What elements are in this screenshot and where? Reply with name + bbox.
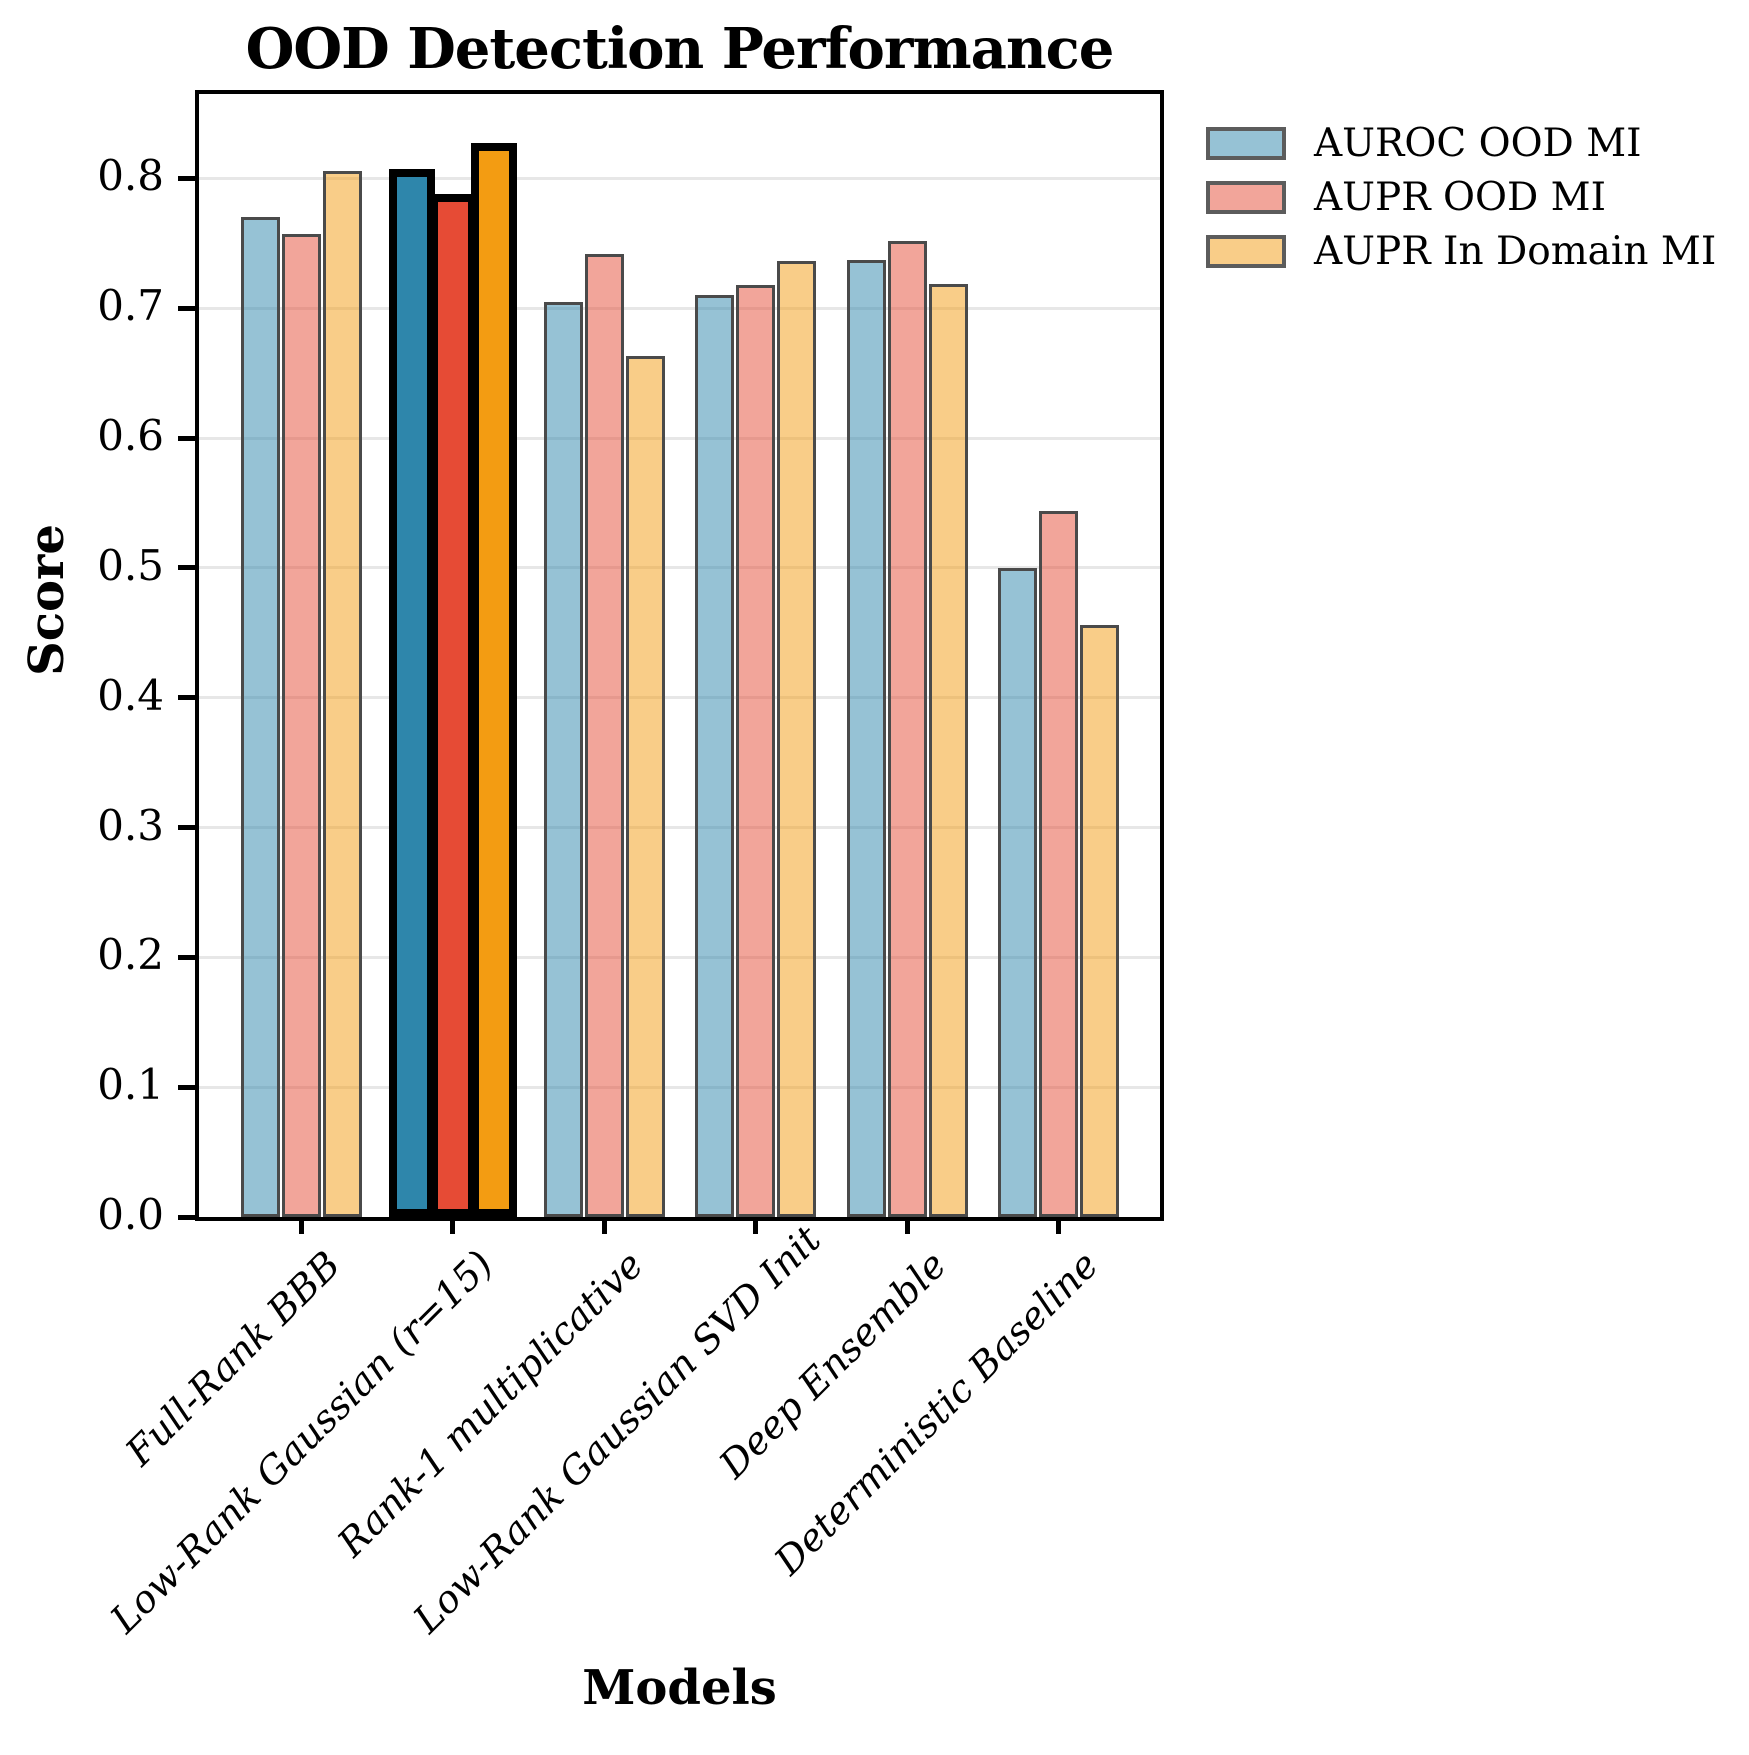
y-tick [178, 1214, 195, 1220]
bar-aupr-ood-mi-group6 [1039, 510, 1078, 1217]
gridline-0.8 [199, 176, 1160, 180]
gridline-0.7 [199, 306, 1160, 310]
y-tick [178, 435, 195, 441]
gridline-0.3 [199, 826, 1160, 829]
y-tick [178, 305, 195, 311]
y-tick [178, 825, 195, 830]
y-tick [178, 175, 195, 181]
y-tick-label: 0.0 [97, 1190, 164, 1239]
bar-auroc-ood-mi-group4 [695, 295, 734, 1217]
y-tick [178, 565, 195, 571]
bar-aupr-ood-mi-group4 [736, 284, 775, 1217]
legend: AUROC OOD MI AUPR OOD MI AUPR In Domain MI [1206, 116, 1716, 278]
gridline-0.4 [199, 696, 1160, 700]
legend-swatch-3 [1206, 234, 1286, 268]
bar-auroc-ood-mi-group5 [846, 260, 886, 1217]
gridline-0.5 [199, 566, 1160, 570]
legend-row: AUROC OOD MI [1206, 116, 1716, 170]
bar-auroc-ood-mi-group1 [240, 217, 280, 1217]
x-tick [601, 1217, 607, 1234]
x-tick [753, 1217, 758, 1234]
bar-aupr-in-domain-mi-group4 [777, 261, 816, 1217]
legend-label-1: AUROC OOD MI [1314, 120, 1642, 166]
y-tick-label: 0.3 [97, 800, 164, 850]
x-tick [1056, 1217, 1061, 1234]
gridline-0.1 [199, 1085, 1160, 1089]
x-axis-label: Models [582, 1660, 777, 1716]
legend-row: AUPR In Domain MI [1206, 224, 1716, 278]
bar-aupr-ood-mi-group1 [281, 234, 321, 1217]
bar-aupr-in-domain-mi-group2 [470, 143, 517, 1217]
y-tick [178, 695, 195, 701]
y-tick-label: 0.5 [97, 540, 164, 590]
x-tick [904, 1217, 910, 1234]
bar-aupr-in-domain-mi-group1 [322, 170, 362, 1217]
x-tick [450, 1217, 455, 1234]
legend-label-2: AUPR OOD MI [1314, 174, 1606, 220]
bar-aupr-in-domain-mi-group5 [928, 283, 968, 1217]
gridline-0.2 [199, 955, 1160, 959]
y-tick [178, 954, 195, 960]
bar-auroc-ood-mi-group3 [543, 301, 583, 1217]
y-tick-label: 0.8 [97, 151, 164, 201]
bar-auroc-ood-mi-group6 [998, 567, 1037, 1217]
legend-swatch-1 [1206, 126, 1286, 160]
legend-label-3: AUPR In Domain MI [1314, 228, 1717, 274]
y-tick-label: 0.7 [97, 281, 164, 331]
bar-auroc-ood-mi-group2 [388, 169, 435, 1217]
y-tick-label: 0.1 [97, 1060, 164, 1110]
bar-aupr-ood-mi-group5 [887, 240, 927, 1217]
legend-row: AUPR OOD MI [1206, 170, 1716, 224]
chart-title: OOD Detection Performance [245, 16, 1115, 82]
bar-aupr-ood-mi-group3 [584, 253, 624, 1217]
y-tick-label: 0.4 [97, 670, 164, 720]
x-tick [298, 1217, 304, 1234]
y-tick-label: 0.2 [97, 930, 164, 980]
y-tick [178, 1084, 195, 1090]
bar-aupr-in-domain-mi-group3 [625, 356, 665, 1217]
legend-swatch-2 [1206, 180, 1286, 214]
plot-area: 0.0 0.1 0.2 0.3 0.4 0.5 0.6 0.7 0.8 Full-Rank BB… [97, 90, 1164, 1641]
bar-aupr-in-domain-mi-group6 [1080, 624, 1119, 1217]
gridline-0.6 [199, 436, 1160, 440]
y-tick-label: 0.6 [97, 411, 164, 461]
bar-aupr-ood-mi-group2 [429, 194, 476, 1217]
